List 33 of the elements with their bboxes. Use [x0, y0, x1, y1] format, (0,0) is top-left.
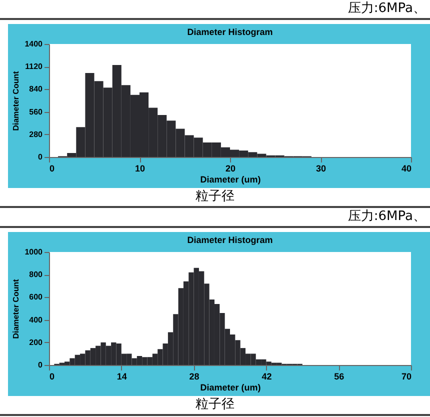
x-axis-title: Diameter (um): [200, 382, 261, 392]
x-tick-label: 56: [334, 372, 344, 382]
y-tick-label: 560: [29, 107, 44, 116]
x-tick-label: 0: [50, 164, 55, 174]
text: 压力:6MPa、: [0, 0, 430, 20]
chart-title: Diameter Histogram: [187, 27, 273, 37]
y-tick-label: 1400: [24, 40, 44, 48]
x-tick-label: 40: [401, 164, 412, 174]
x-tick-label: 14: [116, 372, 127, 382]
y-tick-label: 200: [29, 338, 44, 347]
y-tick-label: 800: [29, 270, 44, 280]
text: 粒子径: [0, 188, 430, 208]
y-axis-title: Diameter Count: [12, 70, 21, 131]
y-tick-label: 840: [29, 84, 44, 94]
text: 压力:6MPa、: [0, 208, 430, 228]
x-tick-label: 0: [50, 372, 55, 382]
x-tick-label: 10: [134, 164, 146, 174]
y-tick-label: 0: [38, 360, 44, 370]
y-tick-label: 600: [29, 292, 44, 302]
x-tick-label: 28: [189, 372, 200, 382]
chart-title: Diameter Histogram: [187, 235, 273, 245]
x-tick-label: 30: [316, 164, 326, 174]
y-tick-label: 1000: [24, 248, 44, 256]
x-tick-label: 20: [225, 164, 236, 174]
text: 粒子径: [0, 396, 430, 416]
y-tick-label: 400: [29, 315, 44, 324]
x-tick-label: 42: [262, 372, 272, 382]
x-tick-label: 70: [401, 372, 412, 382]
y-tick-label: 280: [29, 130, 44, 139]
y-tick-label: 1120: [25, 62, 44, 72]
y-tick-label: 0: [38, 152, 44, 162]
y-axis-title: Diameter Count: [12, 278, 21, 339]
x-axis-title: Diameter (um): [200, 174, 261, 184]
